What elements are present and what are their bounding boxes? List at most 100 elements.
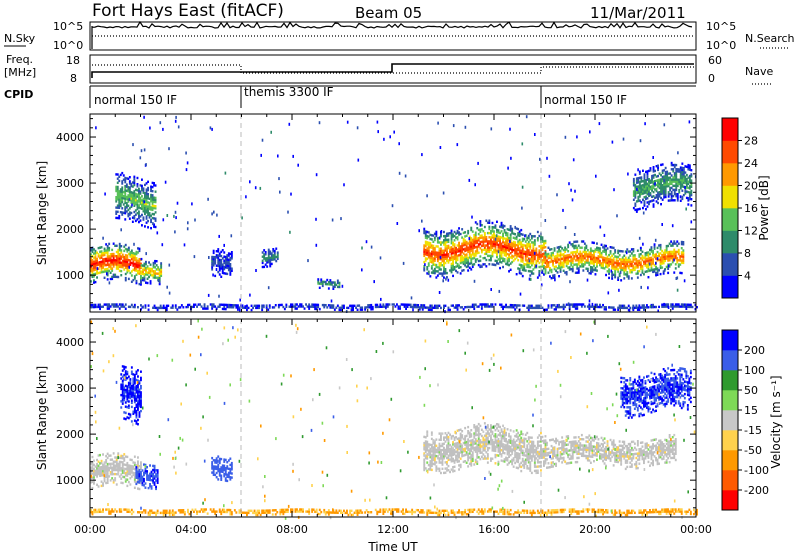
data-cell xyxy=(132,389,135,393)
data-cell xyxy=(403,305,406,308)
data-cell xyxy=(94,469,97,472)
data-cell xyxy=(564,271,567,274)
data-cell xyxy=(606,261,609,265)
data-cell xyxy=(432,271,435,275)
data-cell xyxy=(612,306,615,309)
data-cell xyxy=(105,471,108,474)
data-cell xyxy=(220,265,223,268)
data-cell xyxy=(145,190,148,193)
data-cell xyxy=(213,210,215,214)
data-cell xyxy=(145,163,147,167)
data-cell xyxy=(124,378,127,381)
data-cell xyxy=(623,260,626,264)
data-cell xyxy=(458,243,460,247)
data-cell xyxy=(447,442,450,445)
data-cell xyxy=(436,274,439,277)
data-cell xyxy=(135,257,138,260)
data-cell xyxy=(483,238,486,241)
data-cell xyxy=(685,207,687,211)
data-cell xyxy=(426,243,429,246)
data-cell xyxy=(503,251,506,255)
data-cell xyxy=(115,267,118,270)
data-cell xyxy=(130,255,133,259)
data-cell xyxy=(470,268,473,271)
data-cell xyxy=(124,258,127,261)
data-cell xyxy=(130,199,133,202)
data-cell xyxy=(637,179,640,182)
data-cell xyxy=(118,269,121,273)
data-cell xyxy=(552,274,554,277)
data-cell xyxy=(462,252,465,255)
data-cell xyxy=(118,242,121,246)
data-cell xyxy=(152,481,154,484)
data-cell xyxy=(427,247,430,251)
data-cell xyxy=(495,234,498,238)
data-cell xyxy=(121,398,124,401)
data-cell xyxy=(683,305,686,308)
data-cell xyxy=(427,245,430,249)
data-cell xyxy=(130,385,133,388)
data-cell xyxy=(149,485,151,488)
data-cell xyxy=(141,207,143,210)
data-cell xyxy=(660,190,662,193)
data-cell xyxy=(433,263,436,266)
data-cell xyxy=(230,257,233,260)
data-cell xyxy=(670,178,673,181)
data-cell xyxy=(433,251,436,254)
data-cell xyxy=(143,262,146,265)
data-cell xyxy=(471,242,474,246)
data-cell xyxy=(502,307,504,311)
data-cell xyxy=(217,258,220,261)
data-cell xyxy=(533,257,536,261)
data-cell xyxy=(473,305,476,308)
data-cell xyxy=(221,466,224,469)
data-cell xyxy=(535,249,538,252)
data-cell xyxy=(145,252,147,256)
data-cell xyxy=(127,200,130,203)
data-cell xyxy=(138,479,141,482)
data-cell xyxy=(323,280,326,284)
data-cell xyxy=(603,250,606,253)
data-cell xyxy=(146,470,148,473)
data-cell xyxy=(133,305,136,309)
data-cell xyxy=(544,259,547,263)
data-cell xyxy=(599,303,601,307)
data-cell xyxy=(435,444,438,447)
data-cell xyxy=(133,179,136,183)
data-cell xyxy=(102,260,104,263)
data-cell xyxy=(121,465,124,468)
data-cell xyxy=(673,178,676,181)
data-cell xyxy=(657,309,659,313)
data-cell xyxy=(214,467,217,470)
data-cell xyxy=(145,196,148,200)
data-cell xyxy=(483,256,486,260)
data-cell xyxy=(479,230,482,233)
data-cell xyxy=(150,195,152,199)
data-cell xyxy=(102,474,104,477)
data-cell xyxy=(502,245,504,248)
data-cell xyxy=(688,305,691,309)
data-cell xyxy=(655,253,657,256)
data-cell xyxy=(571,259,574,262)
data-cell xyxy=(423,267,426,270)
data-cell xyxy=(620,250,623,253)
data-cell xyxy=(677,151,679,155)
data-cell xyxy=(651,189,653,192)
data-cell xyxy=(661,254,664,257)
data-cell xyxy=(626,248,629,251)
data-cell xyxy=(106,251,109,254)
data-cell xyxy=(672,163,675,167)
data-cell xyxy=(93,305,95,309)
data-cell xyxy=(559,268,562,271)
data-cell xyxy=(145,281,147,284)
data-cell xyxy=(464,241,467,244)
data-cell xyxy=(130,201,133,204)
data-cell xyxy=(218,260,221,264)
data-cell xyxy=(121,188,124,191)
data-cell xyxy=(658,244,660,247)
data-cell xyxy=(109,261,112,264)
data-cell xyxy=(637,307,640,311)
data-cell xyxy=(230,464,233,467)
data-cell xyxy=(124,209,127,213)
data-cell xyxy=(509,227,512,230)
